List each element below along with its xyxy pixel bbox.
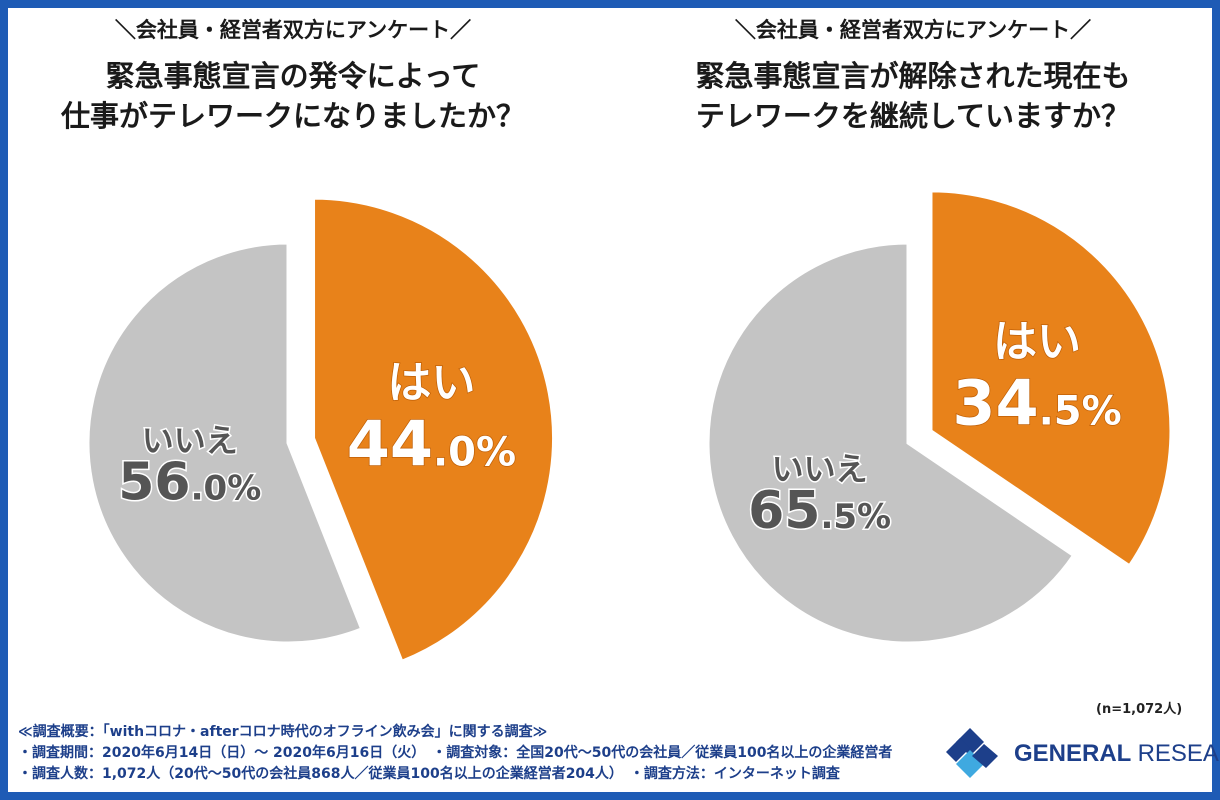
survey-kicker: ＼会社員・経営者双方にアンケート／ [734, 18, 1092, 42]
survey-footer: ≪調査概要：「withコロナ・afterコロナ時代のオフライン飲み会」に関する調… [18, 722, 892, 785]
percent-decimal: .0% [191, 469, 262, 509]
pie-slice-no [86, 241, 364, 645]
footer-line-1: ≪調査概要：「withコロナ・afterコロナ時代のオフライン飲み会」に関する調… [18, 724, 548, 740]
percent-integer: 44 [347, 408, 433, 481]
logo-wordmark: GENERAL RESEARCH [1014, 740, 1220, 768]
logo-word-research: RESEARCH [1137, 740, 1220, 767]
percent-integer: 65 [748, 481, 820, 541]
pie-slice-no [706, 241, 1076, 645]
chart-question: 緊急事態宣言が解除された現在も テレワークを継続していますか？ [633, 56, 1193, 136]
question-line-2: テレワークを継続していますか？ [695, 99, 1131, 133]
percent-integer: 56 [118, 453, 190, 513]
sample-size-note: (n=1,072人) [1096, 702, 1183, 717]
infographic-panel: ＼会社員・経営者双方にアンケート／ 緊急事態宣言の発令によって 仕事がテレワーク… [8, 8, 1220, 792]
chart-block-left: ＼会社員・経営者双方にアンケート／ 緊急事態宣言の発令によって 仕事がテレワーク… [13, 8, 573, 708]
slice-category-label: はい [993, 317, 1081, 368]
percent-decimal: .0% [433, 430, 516, 476]
chart-block-right: ＼会社員・経営者双方にアンケート／ 緊急事態宣言が解除された現在も テレワークを… [633, 8, 1193, 708]
slice-percent-label: 44.0% [347, 408, 516, 481]
general-research-logo: GENERAL RESEARCH [940, 726, 1220, 782]
slice-category-label: いいえ [142, 422, 238, 460]
chart-question: 緊急事態宣言の発令によって 仕事がテレワークになりましたか？ [13, 56, 573, 136]
percent-decimal: .5% [1039, 389, 1122, 435]
survey-kicker: ＼会社員・経営者双方にアンケート／ [114, 18, 472, 42]
question-line-1: 緊急事態宣言の発令によって [105, 59, 481, 93]
slice-percent-label: 56.0% [118, 453, 261, 513]
logo-mark-icon [946, 728, 998, 778]
slice-category-label: いいえ [772, 450, 868, 488]
question-line-2: 仕事がテレワークになりましたか？ [60, 99, 525, 133]
question-line-1: 緊急事態宣言が解除された現在も [695, 59, 1131, 93]
footer-line-3: ・調査人数：1,072人（20代～50代の会社員868人／従業員100名以上の企… [18, 766, 840, 782]
footer-line-2: ・調査期間：2020年6月14日（日）～ 2020年6月16日（火） ・調査対象… [18, 745, 893, 761]
percent-integer: 34 [952, 367, 1038, 440]
pie-slice-yes [929, 189, 1173, 568]
percent-decimal: .5% [820, 497, 891, 537]
slice-percent-label: 65.5% [748, 481, 891, 541]
slice-category-label: はい [387, 358, 475, 409]
slice-percent-label: 34.5% [952, 367, 1121, 440]
logo-word-general: GENERAL [1014, 740, 1131, 767]
pie-slice-yes [312, 196, 555, 664]
